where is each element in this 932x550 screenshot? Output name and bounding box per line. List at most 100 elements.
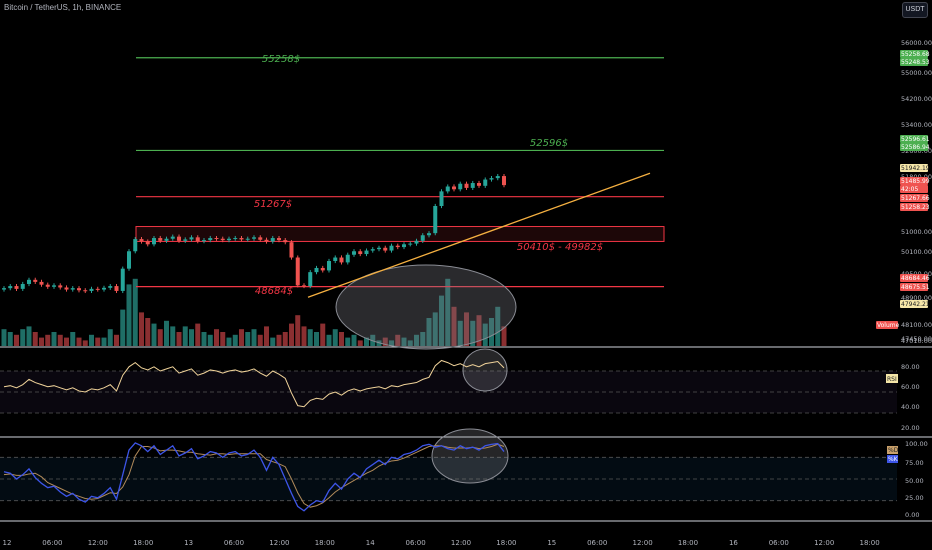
candle-body — [489, 178, 494, 180]
candle-body — [114, 286, 119, 291]
time-tick: 06:00 — [42, 539, 62, 547]
candle-body — [139, 239, 144, 242]
price-tag-text: 47942.21 — [901, 301, 930, 308]
time-tick: 06:00 — [769, 539, 789, 547]
candle-body — [214, 238, 219, 240]
candle-body — [108, 286, 113, 288]
price-tick: 50100.00 — [901, 248, 932, 256]
volume-bar — [264, 326, 269, 346]
volume-bar — [239, 329, 244, 346]
candle-body — [133, 239, 138, 252]
candle-body — [264, 239, 269, 242]
candle-body — [452, 186, 456, 190]
volume-bar — [314, 332, 319, 346]
candle-body — [233, 238, 238, 240]
stoch-tag-text: %D — [888, 447, 899, 454]
volume-bar — [14, 334, 19, 346]
volume-bar — [320, 323, 326, 346]
volume-bar — [126, 284, 132, 346]
volume-bar — [495, 306, 501, 346]
candle-body — [83, 290, 88, 292]
candle-body — [289, 242, 294, 258]
candle-body — [39, 281, 44, 285]
rsi-tick: 20.00 — [901, 424, 920, 432]
volume-bar — [1, 329, 7, 346]
candle-body — [102, 287, 106, 290]
symbol-title[interactable]: Bitcoin / TetherUS, 1h, BINANCE — [4, 3, 122, 12]
volume-bar — [207, 334, 213, 346]
candle-body — [64, 287, 69, 290]
volume-bar — [76, 337, 82, 346]
highlight-ellipse — [335, 264, 517, 350]
stoch-tick: 50.00 — [905, 477, 924, 485]
volume-bar — [345, 337, 351, 346]
price-tick: 54200.00 — [901, 95, 932, 103]
candle-body — [458, 183, 463, 190]
candle-body — [364, 250, 369, 255]
candle-body — [439, 191, 444, 206]
candle-body — [208, 238, 213, 241]
price-tag — [900, 185, 928, 193]
candle-body — [189, 237, 194, 240]
volume-bar — [70, 332, 76, 346]
volume-bar — [351, 334, 357, 346]
candle-body — [295, 257, 300, 286]
price-tick: 48100.00 — [901, 321, 932, 329]
candle-body — [314, 267, 319, 273]
candle-body — [402, 244, 406, 248]
candle-body — [170, 236, 175, 239]
candle-body — [408, 243, 413, 245]
price-tag — [900, 143, 928, 151]
volume-bar — [395, 334, 401, 346]
candle-body — [395, 245, 400, 248]
candle-body — [377, 247, 381, 250]
volume-bar — [139, 312, 144, 346]
volume-bar — [226, 337, 232, 346]
price-tag-text: 51267.66 — [901, 195, 930, 202]
price-tag — [900, 274, 928, 282]
candle-body — [20, 283, 25, 289]
time-tick: 12:00 — [88, 539, 108, 547]
volume-bar — [220, 332, 226, 346]
price-tag — [900, 300, 928, 308]
volume-bar — [245, 332, 251, 346]
candle-body — [145, 241, 150, 245]
time-tick: 12:00 — [269, 539, 289, 547]
candle-body — [220, 238, 225, 241]
rsi-line — [3, 359, 505, 408]
volume-bar — [407, 340, 413, 346]
level-label: 55258$ — [262, 54, 300, 65]
volume-bar — [189, 329, 194, 346]
volume-bar — [95, 337, 101, 346]
volume-bar — [414, 334, 419, 346]
candle-body — [89, 288, 94, 291]
volume-bar — [7, 332, 13, 346]
rsi-tag-text: RSI — [887, 376, 897, 383]
candle-body — [127, 251, 131, 269]
price-tag-text: 42:05 — [901, 186, 918, 193]
volume-bar — [114, 334, 119, 346]
price-tag-text: 51942.19 — [901, 165, 930, 172]
volume-bar — [270, 337, 276, 346]
time-tick: 18:00 — [860, 539, 880, 547]
candle-body — [177, 236, 181, 241]
candle-body — [164, 238, 169, 241]
time-tick: 06:00 — [406, 539, 426, 547]
candle-body — [2, 288, 6, 290]
stoch-d-line — [3, 443, 505, 508]
currency-button[interactable]: USDT — [902, 2, 928, 18]
volume-bar — [389, 340, 394, 346]
volume-bar — [120, 309, 126, 346]
volume-bar — [39, 337, 44, 346]
time-tick: 06:00 — [224, 539, 244, 547]
price-tick: 48900.00 — [901, 294, 932, 302]
rsi-tick: 40.00 — [901, 403, 920, 411]
level-label: 52596$ — [530, 138, 568, 149]
candle-body — [302, 285, 306, 287]
price-tag — [900, 135, 928, 143]
candle-body — [227, 238, 231, 241]
volume-bar — [439, 295, 444, 346]
price-tag-text: Volume — [877, 322, 900, 329]
candle-body — [195, 237, 200, 242]
